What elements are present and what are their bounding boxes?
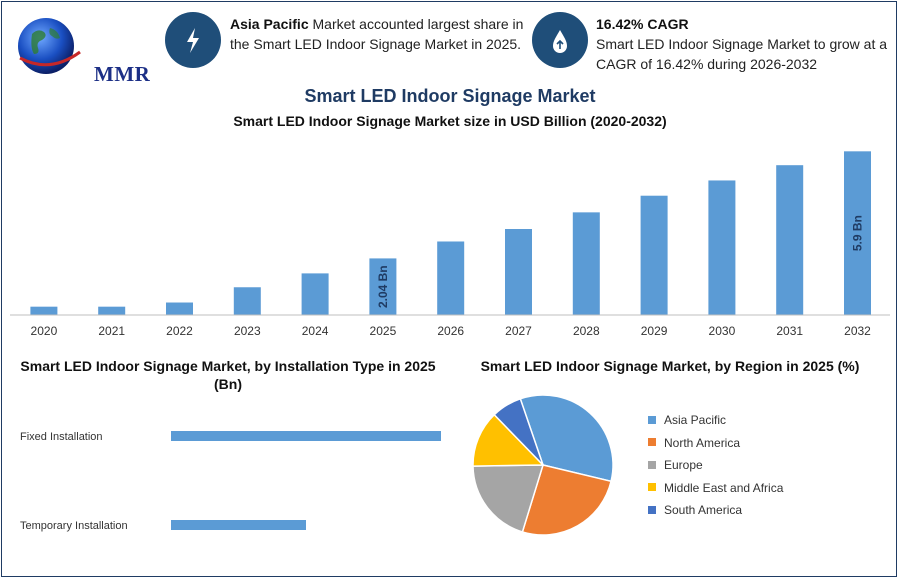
page-title: Smart LED Indoor Signage Market xyxy=(304,86,596,106)
slice-middle-east-and-africa xyxy=(472,413,545,467)
bar-2026 xyxy=(437,241,465,315)
x-tick-2022: 2022 xyxy=(166,324,193,338)
stat-asia-pacific: Asia Pacific Market accounted largest sh… xyxy=(230,14,530,54)
category-label-fixed-installation: Fixed Installation xyxy=(20,431,103,443)
stat-2-bold: 16.42% CAGR xyxy=(596,16,689,32)
legend-swatch xyxy=(648,483,656,492)
legend-item-south-america: South America xyxy=(648,502,742,518)
legend-swatch xyxy=(648,460,656,469)
stat-cagr: 16.42% CAGR Smart LED Indoor Signage Mar… xyxy=(596,14,888,74)
x-tick-2029: 2029 xyxy=(641,324,668,338)
legend-label: Asia Pacific xyxy=(664,413,727,427)
globe-icon xyxy=(18,18,81,74)
bar-2020 xyxy=(30,306,58,315)
legend-label: Middle East and Africa xyxy=(664,480,784,495)
stat-2-text: Smart LED Indoor Signage Market to grow … xyxy=(596,36,888,72)
x-tick-2027: 2027 xyxy=(505,324,532,338)
legend-swatch xyxy=(648,415,656,424)
legend-item-north-america: North America xyxy=(648,435,740,451)
bar-2022 xyxy=(166,302,193,315)
bar-2028 xyxy=(572,212,600,315)
bar-fixed-installation xyxy=(171,431,441,441)
slice-north-america xyxy=(521,464,612,536)
x-tick-2020: 2020 xyxy=(31,324,58,338)
bar-2023 xyxy=(233,287,261,315)
slice-europe xyxy=(472,464,545,533)
market-size-bar-chart: 2020 2021 2022 2023 2024 2025 2.04 Bn 2026 2027 2… xyxy=(10,151,890,338)
legend-item-middle-east-and-africa: Middle East and Africa xyxy=(648,480,783,496)
bar-2027 xyxy=(505,229,532,315)
x-tick-2023: 2023 xyxy=(234,324,261,338)
category-label-temporary-installation: Temporary Installation xyxy=(20,520,128,532)
slice-asia-pacific xyxy=(519,394,614,483)
x-tick-2025: 2025 xyxy=(370,324,397,338)
legend-item-europe: Europe xyxy=(648,457,703,473)
legend-item-asia-pacific: Asia Pacific xyxy=(648,412,726,428)
logo-text: MMR xyxy=(94,62,151,86)
x-tick-2024: 2024 xyxy=(302,324,329,338)
data-label-2032: 5.9 Bn xyxy=(851,215,865,251)
slice-south-america xyxy=(493,397,544,466)
bar-2032 xyxy=(844,151,871,315)
chart-subtitle: Smart LED Indoor Signage Market size in … xyxy=(233,113,667,129)
x-tick-2030: 2030 xyxy=(709,324,736,338)
data-label-2025: 2.04 Bn xyxy=(376,265,390,308)
x-tick-2032: 2032 xyxy=(844,324,871,338)
x-tick-2026: 2026 xyxy=(437,324,464,338)
bar-2029 xyxy=(640,195,668,315)
region-chart-title: Smart LED Indoor Signage Market, by Regi… xyxy=(480,358,860,374)
lightning-bolt-icon xyxy=(165,12,221,68)
x-tick-2031: 2031 xyxy=(776,324,803,338)
legend-label: North America xyxy=(664,435,741,450)
x-tick-2021: 2021 xyxy=(98,324,125,338)
growth-drop-icon xyxy=(532,12,588,68)
mmr-logo: MMR xyxy=(14,14,150,86)
bar-2024 xyxy=(301,273,329,315)
region-pie-chart xyxy=(472,394,614,536)
installation-chart-title: Smart LED Indoor Signage Market, by Inst… xyxy=(20,358,436,392)
legend-swatch xyxy=(648,505,656,514)
legend-label: South America xyxy=(664,503,743,517)
stat-1-text: Market accounted largest share in the Sm… xyxy=(230,16,524,52)
bar-2021 xyxy=(98,306,126,315)
legend-label: Europe xyxy=(664,458,703,472)
x-tick-2028: 2028 xyxy=(573,324,600,338)
bar-2025 xyxy=(369,258,397,315)
stat-1-bold: Asia Pacific xyxy=(230,16,309,32)
bar-temporary-installation xyxy=(171,520,306,530)
bar-2030 xyxy=(708,180,736,315)
installation-type-bar-chart: Fixed Installation Temporary Installation xyxy=(20,431,441,532)
legend-swatch xyxy=(648,438,656,447)
bar-2031 xyxy=(776,165,804,315)
